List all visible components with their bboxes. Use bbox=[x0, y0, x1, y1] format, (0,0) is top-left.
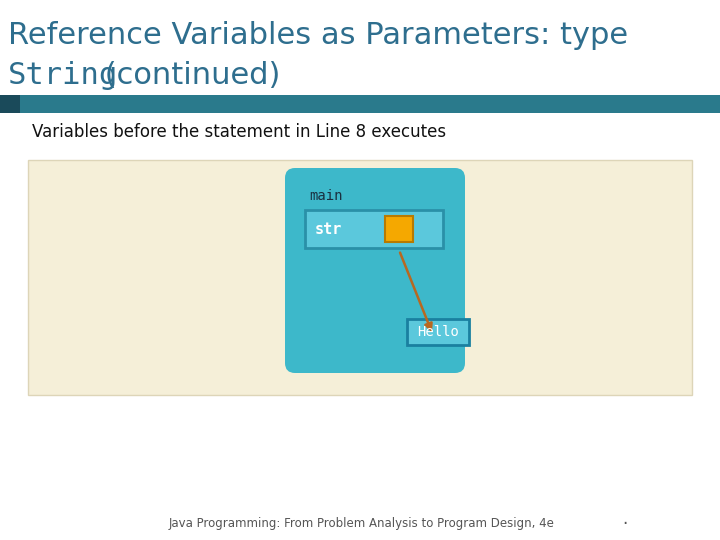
FancyBboxPatch shape bbox=[407, 319, 469, 345]
Text: Variables before the statement in Line 8 executes: Variables before the statement in Line 8… bbox=[32, 123, 446, 141]
Text: (continued): (continued) bbox=[95, 60, 280, 90]
FancyBboxPatch shape bbox=[0, 95, 720, 113]
FancyBboxPatch shape bbox=[28, 160, 692, 395]
Text: String: String bbox=[8, 60, 118, 90]
Text: Reference Variables as Parameters: type: Reference Variables as Parameters: type bbox=[8, 21, 628, 50]
FancyBboxPatch shape bbox=[385, 216, 413, 242]
Text: main: main bbox=[309, 189, 343, 203]
Text: Java Programming: From Problem Analysis to Program Design, 4e: Java Programming: From Problem Analysis … bbox=[169, 517, 555, 530]
FancyBboxPatch shape bbox=[0, 95, 20, 113]
Text: ·: · bbox=[622, 515, 628, 533]
FancyBboxPatch shape bbox=[285, 168, 465, 373]
Text: str: str bbox=[315, 221, 343, 237]
FancyBboxPatch shape bbox=[305, 210, 443, 248]
Text: Hello: Hello bbox=[417, 325, 459, 339]
